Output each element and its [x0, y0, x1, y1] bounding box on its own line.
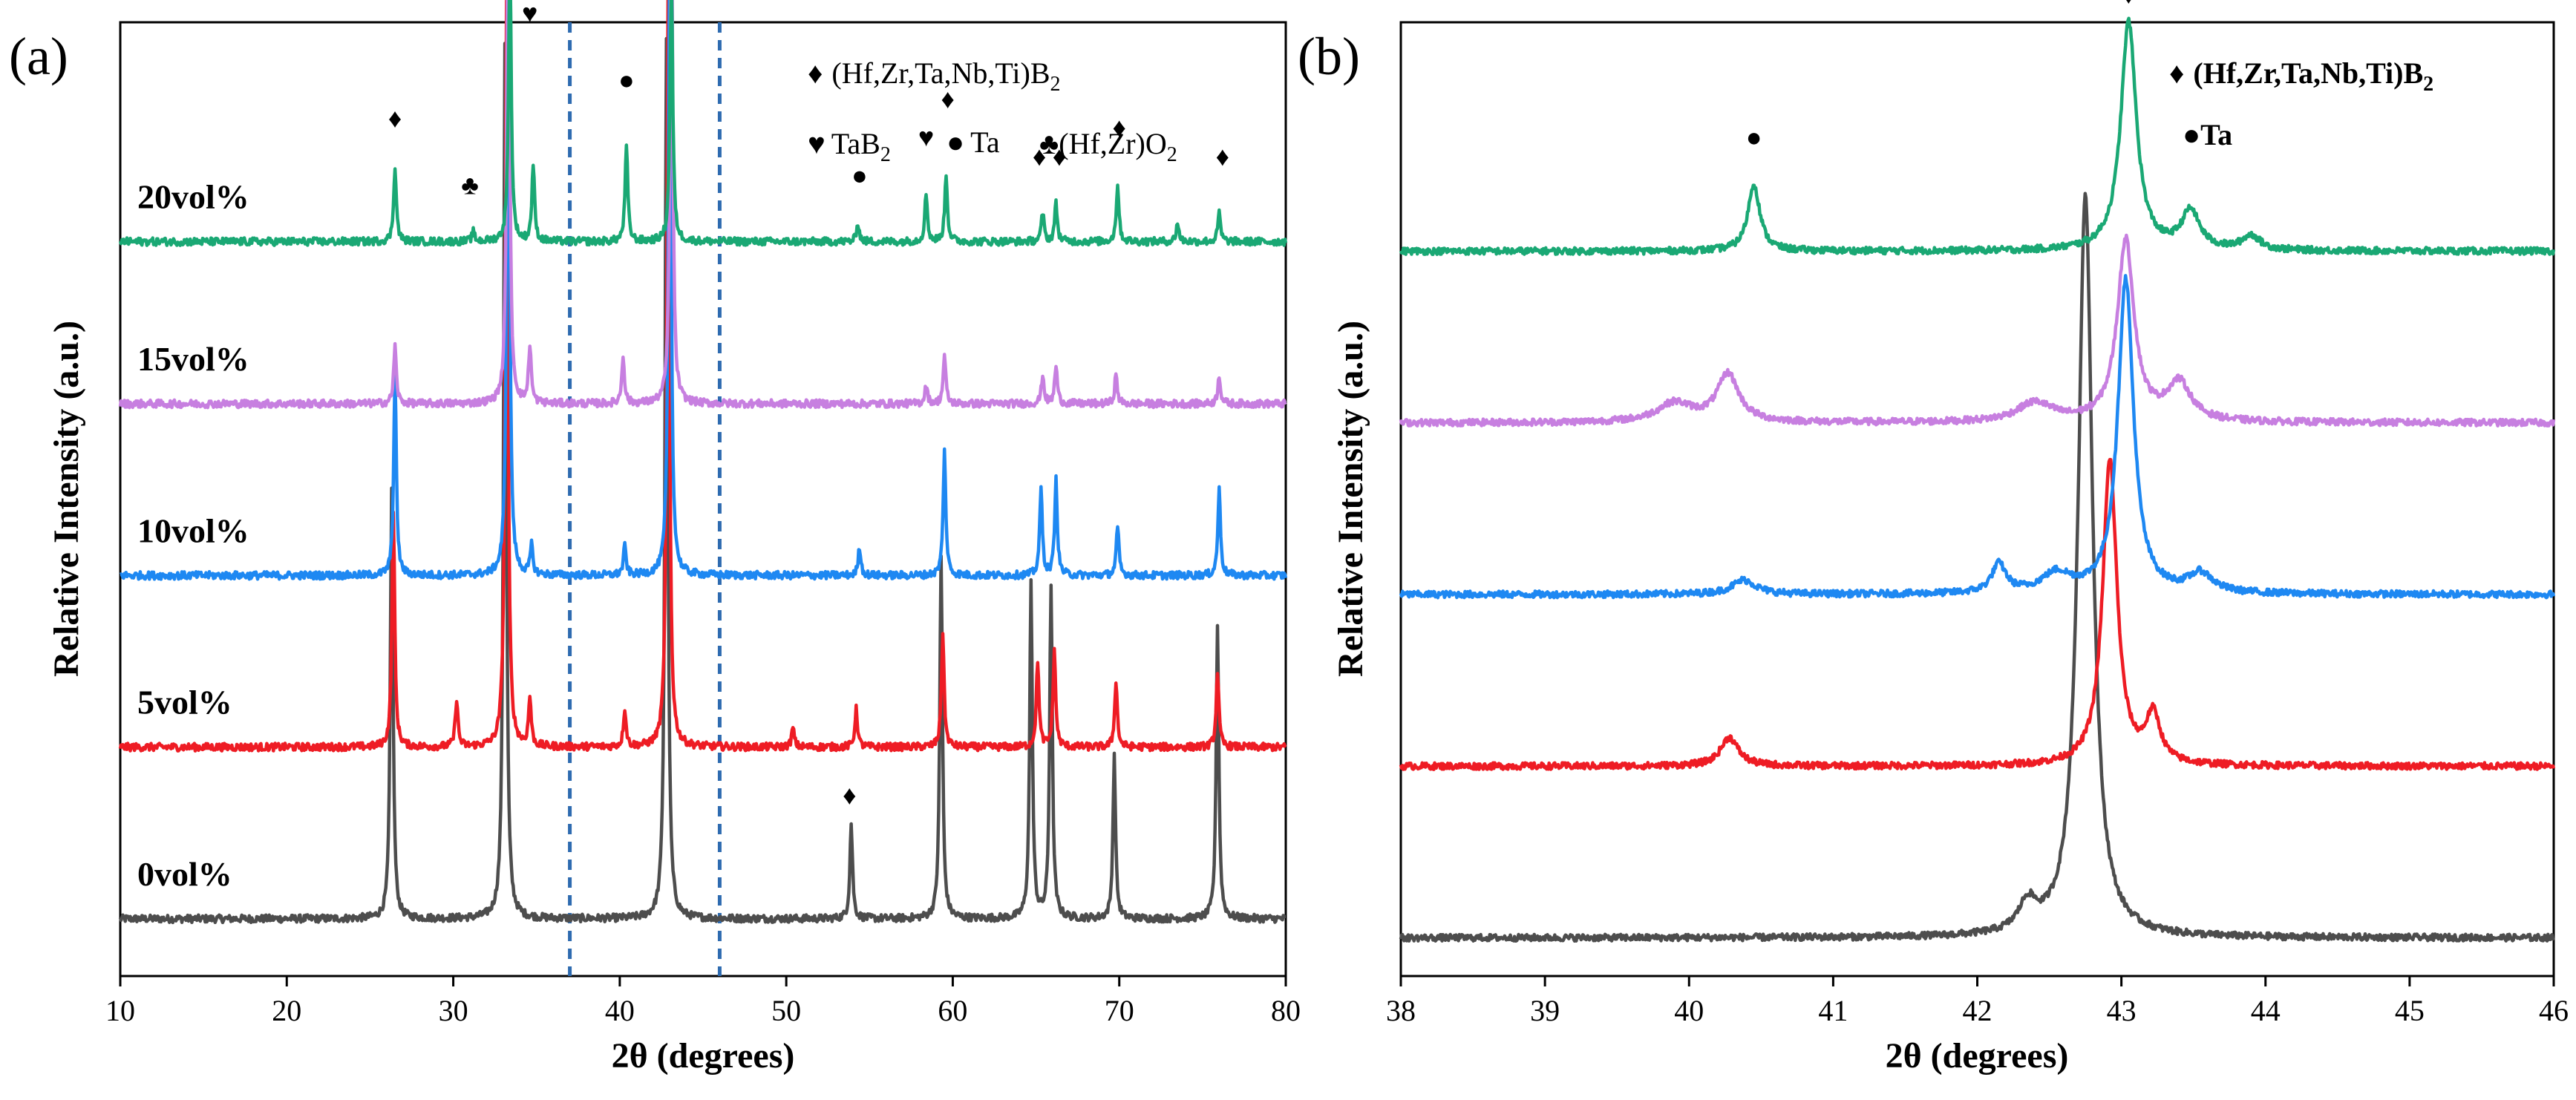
peak-marker: ♦	[1053, 142, 1066, 171]
panel-b-legend: ♦ (Hf,Zr,Ta,Nb,Ti)B2 ●Ta	[2169, 56, 2433, 151]
x-tick-label: 38	[1386, 994, 1416, 1027]
x-tick-label: 41	[1818, 994, 1848, 1027]
peak-marker: ●	[1746, 122, 1762, 152]
x-tick-label: 70	[1105, 994, 1134, 1027]
x-tick-label: 46	[2539, 994, 2569, 1027]
panel-b-xlabel: 2θ (degrees)	[1886, 1036, 2069, 1076]
panel-a-xlabel: 2θ (degrees)	[612, 1036, 795, 1076]
x-tick-label: 43	[2107, 994, 2137, 1027]
panel-a-frame	[119, 21, 1287, 978]
x-tick-label: 10	[105, 994, 135, 1027]
series-line-0volpct	[1399, 191, 2555, 943]
series-line-20volpct	[118, 0, 1288, 247]
peak-marker: ♦	[843, 781, 856, 811]
x-tick-label: 45	[2395, 994, 2425, 1027]
panel-b-label: (b)	[1298, 27, 1360, 86]
panel-b-frame	[1399, 21, 2555, 978]
sample-label: 20vol%	[137, 178, 249, 216]
x-tick-label: 39	[1530, 994, 1560, 1027]
series-line-10volpct	[1399, 274, 2556, 600]
peak-marker: ●	[851, 160, 868, 190]
peak-marker: ♦	[388, 103, 402, 133]
series-line-15volpct	[118, 0, 1287, 410]
panel-a-ylabel: Relative Intensity (a.u.)	[47, 321, 86, 677]
peak-marker: ♦	[941, 85, 955, 114]
x-tick-label: 60	[938, 994, 967, 1027]
legend-b-boride-entry: ♦ (Hf,Zr,Ta,Nb,Ti)B2	[2169, 56, 2433, 96]
panel-a-label: (a)	[9, 27, 68, 86]
panel-b-ylabel: Relative Intensity (a.u.)	[1331, 321, 1370, 677]
x-tick-label: 20	[272, 994, 301, 1027]
x-tick-label: 40	[1674, 994, 1704, 1027]
peak-marker: ●	[618, 65, 635, 95]
x-tick-label: 42	[1963, 994, 1993, 1027]
legend-ta-entry: ● Ta	[947, 125, 1000, 159]
series-line-20volpct	[1399, 16, 2556, 257]
sample-label: 10vol%	[137, 511, 249, 549]
x-tick-label: 40	[605, 994, 635, 1027]
series-line-15volpct	[1399, 233, 2556, 428]
peak-marker: ♥	[918, 122, 934, 152]
peak-marker: ♥	[522, 0, 537, 28]
legend-oxide-entry: ♣(Hf,Zr)O2	[1039, 127, 1177, 166]
x-tick-label: 44	[2251, 994, 2281, 1027]
legend-boride-entry: ♦ (Hf,Zr,Ta,Nb,Ti)B2	[808, 56, 1061, 96]
legend-tab2-entry: ♥ TaB2	[808, 127, 891, 166]
x-tick-label: 30	[439, 994, 468, 1027]
x-tick-label: 80	[1271, 994, 1301, 1027]
peak-marker: ♦	[1216, 142, 1229, 171]
legend-b-ta-entry: ●Ta	[2183, 118, 2232, 151]
peak-marker: ♦	[1033, 142, 1046, 171]
series-line-5volpct	[1399, 457, 2556, 771]
x-tick-label: 50	[771, 994, 801, 1027]
peak-marker: ♦	[1113, 113, 1126, 143]
panel-b: (b) 38 39 40 41 42 43 44 45 46 ● ♦ 2θ (degrees) R…	[1298, 0, 2569, 1076]
series-line-5volpct	[118, 0, 1287, 753]
series-line-0volpct	[118, 36, 1287, 925]
sample-label: 5vol%	[137, 684, 232, 721]
series-line-10volpct	[119, 0, 1288, 581]
peak-marker: ♦	[2122, 0, 2135, 9]
peak-marker: ♣	[461, 170, 479, 200]
sample-label: 15vol%	[137, 340, 249, 378]
sample-label: 0vol%	[137, 855, 232, 893]
panel-a-legend: ♦ (Hf,Zr,Ta,Nb,Ti)B2 ♥ TaB2 ● Ta ♣(Hf,Zr)O2	[808, 56, 1177, 166]
